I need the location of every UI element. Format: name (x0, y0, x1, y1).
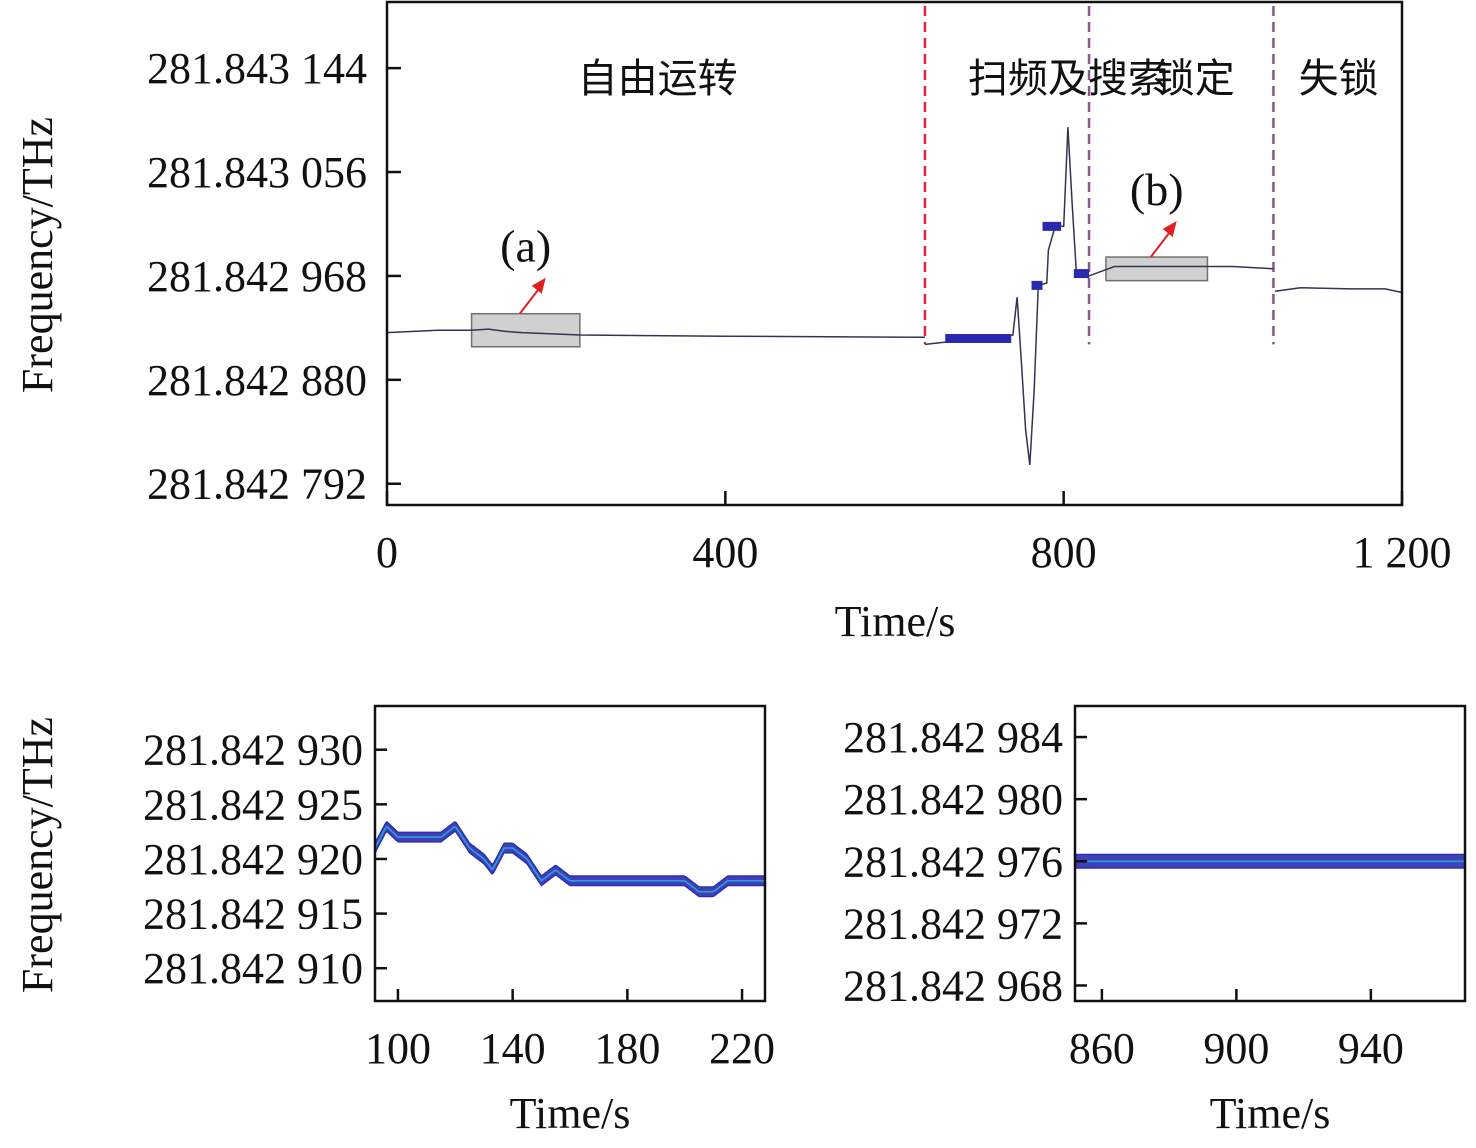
y-tick-label: 281.842 920 (143, 835, 363, 884)
inset-a-chart: 281.842 930 281.842 925 281.842 920 281.842… (13, 704, 775, 1138)
phase-label: 扫频及搜索 (968, 56, 1168, 102)
x-tick-label: 140 (480, 1024, 546, 1073)
x-tick-label: 900 (1203, 1024, 1269, 1073)
y-tick-label: 281.842 976 (843, 837, 1063, 886)
inset-a-frame (373, 704, 767, 1003)
x-tick-label: 0 (376, 528, 398, 577)
y-tick-label: 281.842 980 (843, 775, 1063, 824)
x-tick-label: 940 (1338, 1024, 1404, 1073)
x-tick-label: 100 (365, 1024, 431, 1073)
zoom-arrow-head (531, 277, 546, 294)
y-tick-label: 281.842 915 (143, 890, 363, 939)
inset-b-chart: 281.842 984 281.842 980 281.842 976 281.842… (843, 704, 1467, 1138)
y-tick-label: 281.842 984 (843, 713, 1063, 762)
inset-b-frame (1073, 704, 1467, 1003)
frequency-trace-segment (386, 328, 926, 339)
y-tick-label: 281.842 880 (147, 356, 367, 405)
frequency-trace-segment (1274, 286, 1403, 294)
inset-a-x-axis: 100 140 180 220 (365, 989, 775, 1073)
x-tick-label: 400 (692, 528, 758, 577)
x-tick-label: 220 (709, 1024, 775, 1073)
main-frame (385, 0, 1404, 507)
main-y-axis: 281.843 144 281.843 056 281.842 968 281.842… (147, 44, 401, 509)
main-x-axis-title: Time/s (835, 597, 956, 646)
zoom-arrow-head (1162, 221, 1177, 238)
zoom-box-label: (b) (1130, 164, 1184, 215)
phase-label: 自由运转 (578, 56, 738, 102)
x-tick-label: 180 (594, 1024, 660, 1073)
inset-b-plot-area (1074, 853, 1466, 869)
zoom-box (1105, 256, 1209, 282)
main-x-axis: 0 400 800 1 200 (376, 491, 1452, 577)
inset-b-y-axis: 281.842 984 281.842 980 281.842 976 281.842… (843, 713, 1087, 1010)
y-tick-label: 281.842 972 (843, 899, 1063, 948)
frequency-trace-band (374, 820, 766, 898)
inset-b-x-axis-title: Time/s (1210, 1089, 1331, 1138)
zoom-box (470, 312, 581, 348)
inset-a-x-axis-title: Time/s (510, 1089, 631, 1138)
zoom-arrow-shaft (518, 287, 541, 315)
inset-a-y-axis: 281.842 930 281.842 925 281.842 920 281.842… (143, 726, 387, 993)
y-tick-label: 281.842 925 (143, 780, 363, 829)
y-tick-label: 281.843 144 (147, 44, 367, 93)
inset-a-plot-area (374, 820, 766, 898)
zoom-arrow-shaft (1149, 230, 1172, 258)
x-tick-label: 800 (1031, 528, 1097, 577)
y-tick-label: 281.842 910 (143, 944, 363, 993)
phase-label: 锁定 (1155, 56, 1235, 102)
y-tick-label: 281.843 056 (147, 148, 367, 197)
inset-a-y-axis-title: Frequency/THz (13, 717, 62, 993)
y-tick-label: 281.842 792 (147, 460, 367, 509)
x-tick-label: 1 200 (1353, 528, 1452, 577)
y-tick-label: 281.842 930 (143, 726, 363, 775)
frequency-trace-line (374, 825, 765, 893)
phase-label: 失锁 (1299, 56, 1379, 102)
y-tick-label: 281.842 968 (147, 252, 367, 301)
frequency-trace-segment (924, 127, 1274, 465)
x-tick-label: 860 (1069, 1024, 1135, 1073)
inset-b-x-axis: 860 900 940 (1069, 989, 1404, 1073)
y-tick-label: 281.842 968 (843, 961, 1063, 1010)
zoom-box-label: (a) (500, 221, 551, 272)
main-y-axis-title: Frequency/THz (13, 117, 62, 393)
